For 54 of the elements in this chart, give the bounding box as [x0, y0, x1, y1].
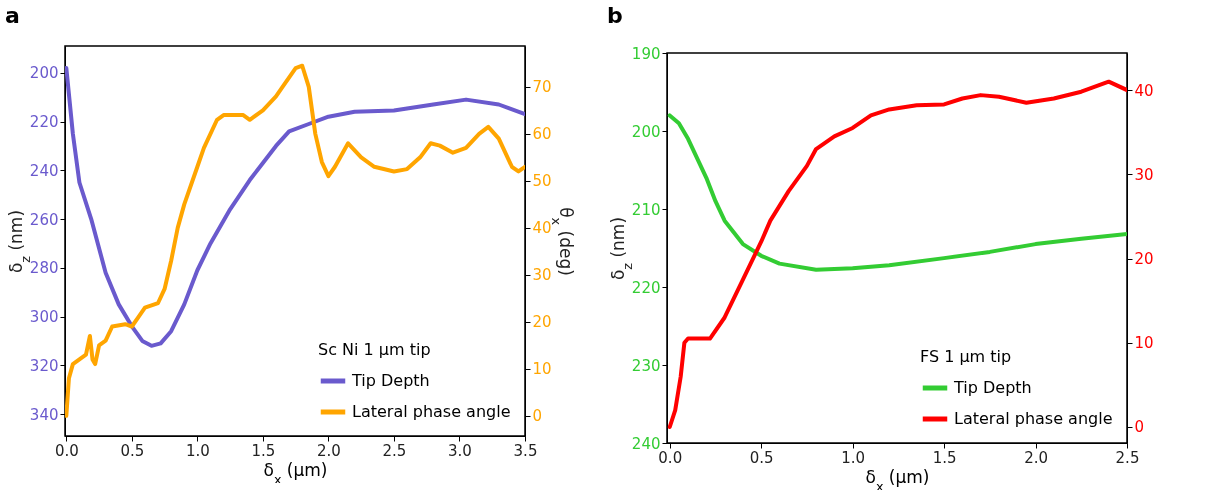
y-tick-label: 300 — [29, 308, 59, 327]
y2-tick-label: 40 — [1134, 81, 1154, 100]
x-tick-label: 1.5 — [932, 448, 957, 467]
x-tick-label: 3.0 — [448, 441, 472, 460]
legend-title: Sc Ni 1 μm tip — [318, 340, 431, 359]
line-series — [65, 63, 525, 418]
y2-tick-label: 30 — [532, 266, 552, 285]
y2-tick-label: 0 — [1134, 418, 1145, 437]
y2-tick-label: 50 — [532, 172, 552, 191]
legend-title: FS 1 μm tip — [920, 347, 1012, 366]
y-tick-label: 190 — [631, 44, 661, 63]
x-tick-label: 2.0 — [1024, 448, 1048, 467]
legend-label: Lateral phase angle — [954, 409, 1113, 428]
legend-label: Tip Depth — [953, 378, 1032, 397]
y2-tick-label: 10 — [532, 360, 552, 379]
x-tick-label: 2.5 — [1115, 448, 1140, 467]
y2-tick-label: 10 — [1134, 334, 1154, 353]
y-tick-label: 200 — [29, 64, 59, 83]
chart-title: b — [607, 3, 623, 28]
x-tick-label: 1.0 — [841, 448, 866, 467]
y-tick-label: 280 — [29, 259, 59, 278]
x-tick-label: 1.0 — [185, 441, 210, 460]
y2-tick-label: 20 — [1134, 250, 1154, 269]
x-tick-label: 0.0 — [54, 441, 79, 460]
y-tick-label: 260 — [29, 210, 59, 229]
x-axis-title: δ$_{x}$ (μm) — [263, 459, 328, 486]
x-axis-title: δ$_{x}$ (μm) — [865, 466, 930, 493]
x-tick-label: 2.5 — [382, 441, 407, 460]
x-tick-label: 1.5 — [251, 441, 276, 460]
x-tick-label: 0.0 — [658, 448, 683, 467]
legend-label: Lateral phase angle — [352, 402, 511, 421]
y-tick-label: 240 — [29, 161, 59, 180]
y-tick-label: 340 — [29, 405, 59, 424]
y-tick-label: 220 — [631, 278, 661, 297]
line-series — [667, 113, 1127, 272]
y-tick-label: 320 — [29, 356, 59, 375]
y2-tick-label: 0 — [532, 407, 543, 426]
y-tick-label: 210 — [631, 200, 661, 219]
x-tick-label: 3.5 — [513, 441, 538, 460]
y2-tick-label: 20 — [532, 313, 552, 332]
legend-label: Tip Depth — [351, 371, 430, 390]
y2-tick-label: 70 — [532, 78, 552, 97]
y-tick-label: 220 — [29, 113, 59, 132]
x-tick-label: 2.0 — [316, 441, 341, 460]
y-tick-label: 230 — [631, 356, 661, 375]
x-tick-label: 0.5 — [120, 441, 145, 460]
y2-tick-label: 30 — [1134, 165, 1154, 184]
chart-title: a — [5, 3, 20, 28]
x-tick-label: 0.5 — [749, 448, 774, 467]
y2-tick-label: 40 — [532, 219, 552, 238]
y2-tick-label: 60 — [532, 125, 552, 144]
y-tick-label: 240 — [631, 434, 661, 453]
line-series — [667, 79, 1127, 429]
y-tick-label: 200 — [631, 122, 661, 141]
